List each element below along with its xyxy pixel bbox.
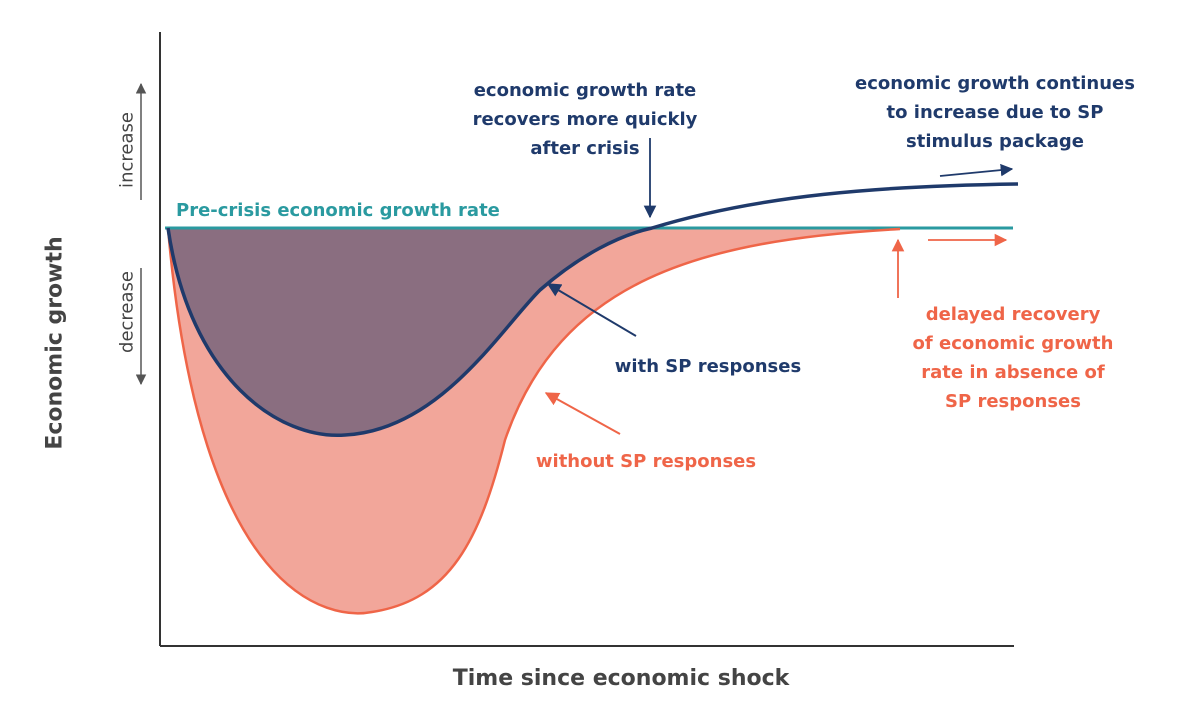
without-sp-curve: [166, 227, 901, 615]
decrease-label: decrease: [116, 271, 138, 353]
recovers-quickly-label: economic growth rate recovers more quick…: [472, 80, 698, 159]
without-sp-label: without SP responses: [535, 451, 757, 472]
delayed-recovery-label: delayed recovery of economic growth rate…: [912, 304, 1114, 412]
x-axis-title: Time since economic shock: [452, 666, 790, 691]
continues-increase-arrow: [939, 163, 1014, 177]
with-sp-label: with SP responses: [614, 356, 802, 377]
with-sp-curve: [166, 182, 1019, 437]
with-sp-arrow: [546, 283, 637, 337]
continues-increase-label: economic growth continues to increase du…: [855, 73, 1135, 152]
with-sp-area: [168, 228, 652, 436]
increase-label: increase: [116, 112, 138, 188]
y-axis-title: Economic growth: [42, 236, 68, 450]
pre-crisis-label: Pre-crisis economic growth rate: [176, 200, 500, 221]
without-sp-arrow: [544, 392, 621, 435]
